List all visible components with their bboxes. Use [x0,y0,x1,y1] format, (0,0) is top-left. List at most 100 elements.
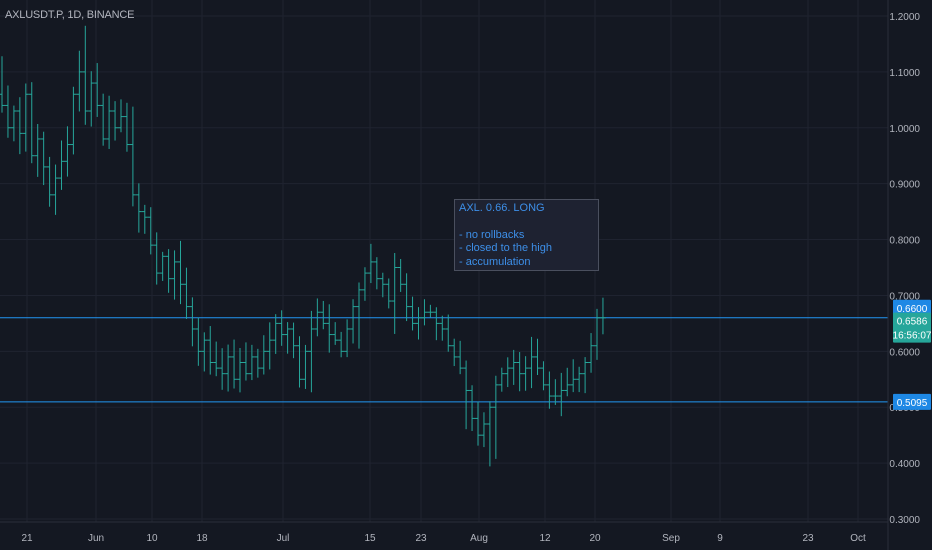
ohlc-bar [588,333,595,373]
ohlc-bar [516,352,523,392]
ohlc-bar [88,71,95,127]
note-line: - closed to the high [459,242,552,254]
x-tick-label: 23 [802,533,814,544]
ohlc-bar [201,332,208,372]
ohlc-bar [576,366,583,393]
ohlc-bar [40,131,47,186]
ohlc-bar [112,101,119,141]
ohlc-bar [225,344,232,392]
ohlc-bar [344,319,351,358]
ohlc-bar [46,156,53,207]
ohlc-bar [52,164,59,215]
x-tick-label: 12 [539,533,551,544]
y-tick-label: 0.6000 [889,347,920,358]
x-tick-label: Sep [662,533,680,544]
ohlc-bar [141,204,148,234]
y-tick-label: 0.3000 [889,515,920,526]
ohlc-bar [266,322,273,370]
ohlc-bar [94,63,101,117]
ohlc-bar [28,82,35,164]
ohlc-bar [207,326,214,375]
ohlc-bar [129,106,136,207]
ohlc-bar [463,360,470,430]
ohlc-bar [123,102,130,152]
ohlc-bar [308,310,315,393]
ohlc-bar [189,297,196,347]
ohlc-bar [528,336,535,389]
ohlc-bar [534,338,541,376]
ohlc-bar [469,385,476,431]
ohlc-bar [379,272,386,298]
ohlc-bar [570,359,577,393]
ohlc-bar [76,50,83,112]
ohlc-bar [522,356,529,391]
ohlc-bar [552,379,559,405]
level-price-label: 0.5095 [897,398,928,409]
ohlc-bar [213,341,220,377]
ohlc-bar [82,25,89,125]
x-tick-label: 18 [196,533,208,544]
ohlc-bar [58,140,65,190]
ohlc-bar [475,401,481,446]
ohlc-bar [409,296,416,331]
current-price-tag [893,312,931,343]
ohlc-bar [118,99,124,133]
x-tick-label: 23 [415,533,427,544]
ohlc-bar [177,240,184,305]
ohlc-bar [594,308,600,360]
ohlc-bar [254,348,261,378]
ohlc-bar [242,342,249,381]
ohlc-bar [582,357,589,394]
ohlc-bar [237,348,243,393]
ohlc-bar [159,251,166,281]
ohlc-bar [64,126,71,177]
ohlc-bar [433,307,440,341]
horizontal-levels[interactable] [0,317,888,403]
ohlc-bar [248,344,255,381]
x-tick-label: Aug [470,533,488,544]
note-line: - no rollbacks [459,228,525,241]
x-tick-label: 15 [364,533,376,544]
current-price-label: 0.6586 [897,317,928,328]
ohlc-bar [231,339,238,389]
trade-note-box[interactable]: AXL. 0.66. LONG - no rollbacks - closed … [454,199,599,271]
note-title: AXL. 0.66. LONG [459,202,545,214]
x-tick-label: 9 [717,533,723,544]
y-tick-label: 1.2000 [889,12,920,23]
ohlc-bar [415,307,422,340]
ohlc-bar [403,273,410,322]
ohlc-bar [599,297,606,335]
ohlc-bar [290,322,297,359]
ohlc-bar [451,338,458,367]
ohlc-bar [367,243,374,284]
ohlc-bar [183,267,190,319]
ohlc-bar [492,375,499,459]
y-tick-label: 1.1000 [889,68,920,79]
symbol-title: AXLUSDT.P, 1D, BINANCE [5,9,135,21]
ohlc-bar [391,253,398,334]
x-tick-label: Jul [277,533,290,544]
ohlc-bar [34,123,41,177]
ohlc-bar [546,371,553,409]
ohlc-bar [457,340,464,375]
ohlc-bar [10,105,17,142]
ohlc-bar [272,314,279,354]
ohlc-bar [397,258,404,292]
ohlc-bar [320,300,327,330]
ohlc-bar [486,401,493,467]
ohlc-bar [100,93,107,146]
ohlc-bar [171,250,178,300]
ohlc-bar [106,95,113,149]
level-price-tag [893,393,931,410]
price-tags: 0.6600 0.5095 0.6586 16:56:07 [893,299,932,410]
ohlc-bar [480,412,487,448]
ohlc-bar [445,314,452,352]
ohlc-bars [0,25,606,467]
x-tick-label: 10 [146,533,158,544]
ohlc-bar [564,367,571,397]
y-tick-label: 1.0000 [889,124,920,135]
ohlc-bar [558,372,565,417]
y-tick-label: 0.4000 [889,459,920,470]
